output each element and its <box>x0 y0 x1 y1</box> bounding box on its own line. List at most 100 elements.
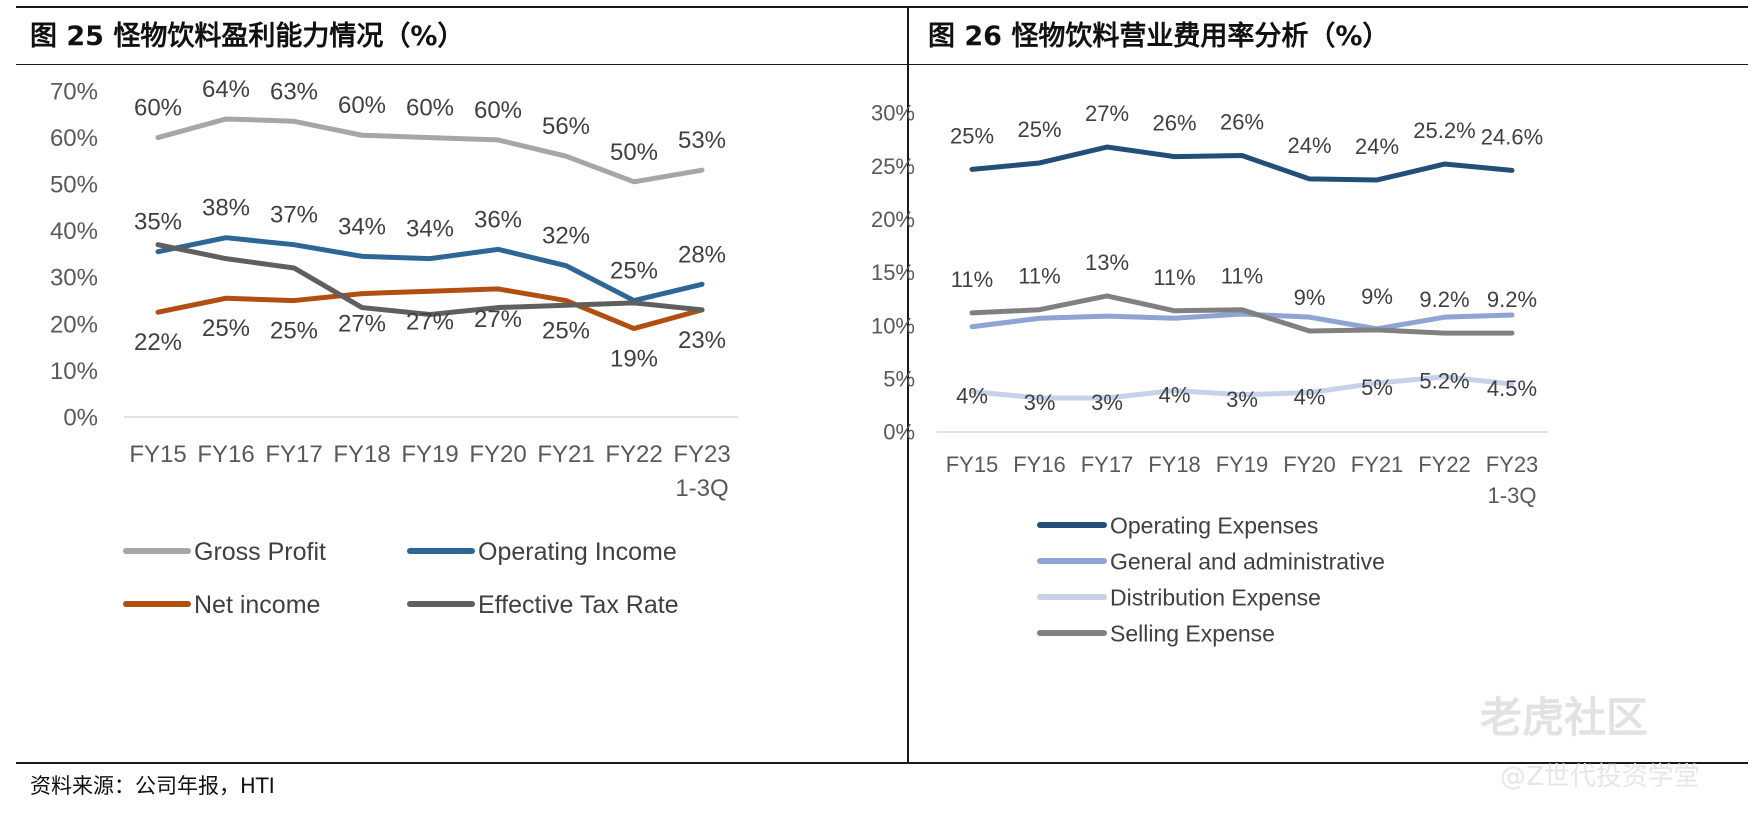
data-label-selling-expense: 9% <box>1294 285 1326 310</box>
series-line-effective-tax-rate <box>155 242 705 318</box>
y-tick-label-left: 40% <box>50 218 98 245</box>
data-label-operating-expenses: 25% <box>1017 117 1061 142</box>
data-label-operating-income: 35% <box>134 209 182 236</box>
data-label-operating-expenses: 27% <box>1085 101 1129 126</box>
y-tick-label-left: 0% <box>63 404 98 431</box>
data-label-net-income: 27% <box>406 308 454 335</box>
data-label-gross-profit: 60% <box>474 97 522 124</box>
data-label-operating-income: 28% <box>678 241 726 268</box>
legend-label-gross-profit: Gross Profit <box>194 538 326 566</box>
y-tick-label-right: 10% <box>871 313 915 338</box>
y-tick-label-right: 0% <box>883 420 915 445</box>
legend-label-operating-income: Operating Income <box>478 538 677 566</box>
panel-divider <box>907 6 909 764</box>
data-label-net-income: 19% <box>610 346 658 373</box>
data-label-distribution-expense: 5% <box>1361 375 1393 400</box>
data-label-distribution-expense: 4% <box>956 384 988 409</box>
x-tick-label-right: FY20 <box>1283 452 1336 477</box>
data-label-selling-expense: 11% <box>951 267 993 292</box>
watermark-logo: 老虎社区 <box>1480 693 1649 742</box>
data-label-operating-income: 34% <box>406 216 454 243</box>
data-label-net-income: 25% <box>542 318 590 345</box>
legend-label-effective-tax-rate: Effective Tax Rate <box>478 591 679 619</box>
source-note: 资料来源：公司年报，HTI <box>30 774 275 798</box>
x-tick-label-left: FY18 <box>333 441 390 468</box>
data-label-net-income: 25% <box>202 315 250 342</box>
x-tick-label-left: FY22 <box>605 441 662 468</box>
legend-label-operating-expenses: Operating Expenses <box>1110 512 1318 538</box>
x-tick-label-left: FY23 <box>673 441 730 468</box>
frame-title-rule <box>16 64 1748 65</box>
data-label-gross-profit: 60% <box>338 92 386 119</box>
series-line-operating-income <box>155 235 705 304</box>
data-label-gross-profit: 53% <box>678 127 726 154</box>
data-label-gross-profit: 63% <box>270 78 318 105</box>
data-label-operating-income: 38% <box>202 195 250 222</box>
y-tick-label-left: 70% <box>50 78 98 105</box>
data-label-distribution-expense: 3% <box>1091 390 1123 415</box>
data-label-selling-expense: 9.2% <box>1487 287 1537 312</box>
y-tick-label-left: 30% <box>50 265 98 292</box>
data-label-net-income: 27% <box>338 311 386 338</box>
legend-label-net-income: Net income <box>194 591 320 619</box>
data-label-distribution-expense: 3% <box>1226 387 1258 412</box>
data-label-selling-expense: 11% <box>1153 265 1195 290</box>
legend-label-distribution-expense: Distribution Expense <box>1110 584 1321 610</box>
data-label-operating-expenses: 26% <box>1220 110 1264 135</box>
data-label-operating-expenses: 24.6% <box>1481 124 1543 149</box>
x-tick-label-line2-right: 1-3Q <box>1488 483 1537 508</box>
x-tick-label-left: FY17 <box>265 441 322 468</box>
y-tick-label-left: 60% <box>50 125 98 152</box>
data-label-gross-profit: 50% <box>610 139 658 166</box>
data-label-gross-profit: 60% <box>406 95 454 122</box>
x-tick-label-right: FY16 <box>1013 452 1066 477</box>
chart-title-right: 图 26 怪物饮料营业费用率分析（%） <box>928 21 1390 52</box>
series-line-general-and-administrative <box>969 311 1515 332</box>
x-tick-label-left: FY15 <box>129 441 186 468</box>
y-tick-label-right: 25% <box>871 154 915 179</box>
data-label-net-income: 27% <box>474 306 522 333</box>
chart-title-left: 图 25 怪物饮料盈利能力情况（%） <box>30 21 465 52</box>
watermark-handle: @Z世代投资学堂 <box>1500 762 1700 792</box>
x-tick-label-right: FY17 <box>1081 452 1134 477</box>
x-tick-label-right: FY22 <box>1418 452 1471 477</box>
data-label-operating-expenses: 25% <box>950 123 994 148</box>
x-tick-label-left: FY19 <box>401 441 458 468</box>
x-tick-label-left: FY20 <box>469 441 526 468</box>
data-label-gross-profit: 64% <box>202 76 250 103</box>
data-label-operating-expenses: 24% <box>1287 133 1331 158</box>
y-tick-label-right: 15% <box>871 260 915 285</box>
data-label-net-income: 25% <box>270 318 318 345</box>
x-tick-label-right: FY23 <box>1486 452 1539 477</box>
data-label-distribution-expense: 4% <box>1294 385 1326 410</box>
x-tick-label-right: FY21 <box>1351 452 1404 477</box>
series-line-operating-expenses <box>969 144 1515 183</box>
data-label-operating-expenses: 26% <box>1152 111 1196 136</box>
legend-label-selling-expense: Selling Expense <box>1110 620 1275 646</box>
data-label-net-income: 23% <box>678 327 726 354</box>
data-label-distribution-expense: 4% <box>1159 383 1191 408</box>
y-tick-label-left: 10% <box>50 358 98 385</box>
y-tick-label-right: 5% <box>883 367 915 392</box>
data-label-selling-expense: 9.2% <box>1419 287 1469 312</box>
series-line-distribution-expense <box>969 374 1515 401</box>
data-label-operating-expenses: 25.2% <box>1413 118 1475 143</box>
data-label-distribution-expense: 4.5% <box>1487 376 1537 401</box>
data-label-operating-income: 25% <box>610 258 658 285</box>
data-label-selling-expense: 9% <box>1361 284 1393 309</box>
y-tick-label-left: 20% <box>50 311 98 338</box>
data-label-gross-profit: 56% <box>542 113 590 140</box>
x-tick-label-line2-left: 1-3Q <box>675 475 728 502</box>
data-label-operating-income: 37% <box>270 202 318 229</box>
data-label-operating-income: 36% <box>474 206 522 233</box>
x-tick-label-right: FY15 <box>946 452 999 477</box>
frame-top-rule <box>16 6 1748 8</box>
x-tick-label-right: FY19 <box>1216 452 1269 477</box>
data-label-gross-profit: 60% <box>134 95 182 122</box>
data-label-distribution-expense: 5.2% <box>1419 369 1469 394</box>
x-tick-label-right: FY18 <box>1148 452 1201 477</box>
x-tick-label-left: FY16 <box>197 441 254 468</box>
data-label-operating-income: 32% <box>542 223 590 250</box>
data-label-net-income: 22% <box>134 329 182 356</box>
series-line-net-income <box>155 286 705 332</box>
